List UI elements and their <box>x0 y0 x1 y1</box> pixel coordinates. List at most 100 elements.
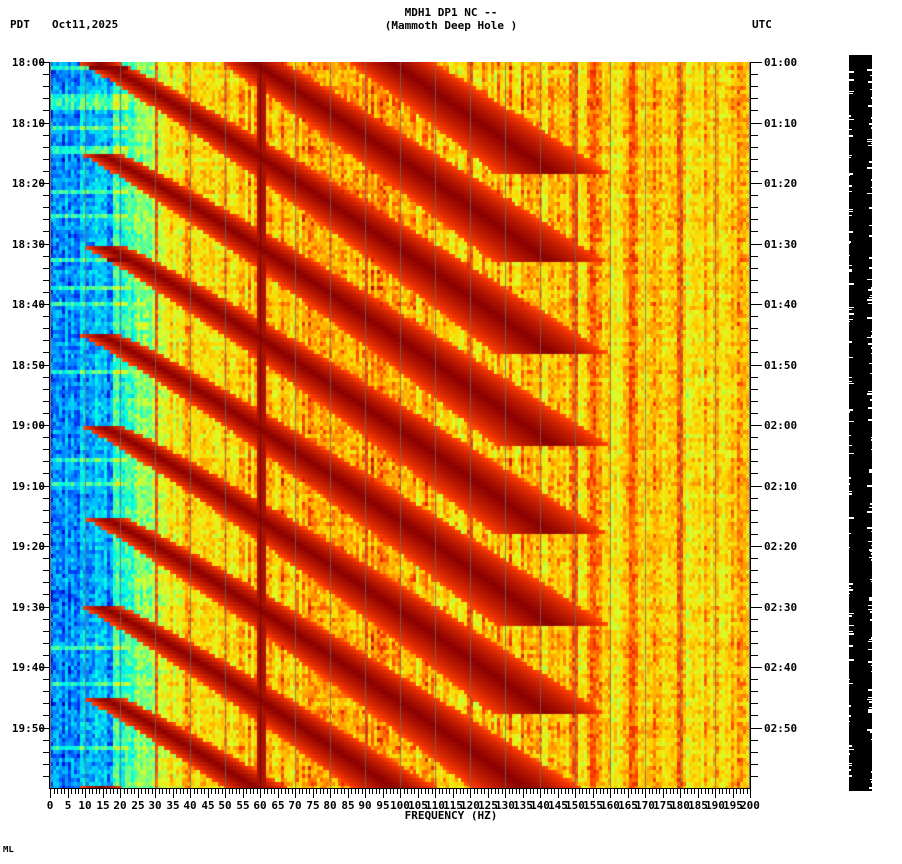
bar-notch <box>871 187 872 188</box>
bar-notch <box>869 257 872 259</box>
bar-notch <box>849 435 851 436</box>
axis-tick <box>43 328 50 329</box>
bar-notch <box>849 79 854 81</box>
axis-tick <box>432 789 433 794</box>
y-axis-left-label: 19:10 <box>11 480 45 493</box>
y-axis-left-label: 19:50 <box>11 722 45 735</box>
axis-tick <box>596 789 597 794</box>
axis-tick <box>751 401 758 402</box>
axis-tick <box>43 643 50 644</box>
bar-notch <box>849 483 850 485</box>
x-axis-tick-label: 120 <box>460 799 480 812</box>
axis-tick <box>43 135 50 136</box>
bar-notch <box>869 557 872 558</box>
x-axis-tick-label: 90 <box>358 799 372 812</box>
bar-notch <box>849 421 854 422</box>
axis-tick <box>264 789 265 794</box>
axis-tick <box>474 789 475 794</box>
axis-tick <box>222 789 223 794</box>
bar-notch <box>849 175 850 176</box>
x-axis-tick-label: 125 <box>478 799 498 812</box>
bar-notch <box>849 173 853 175</box>
axis-tick <box>358 789 359 794</box>
axis-tick <box>43 776 50 777</box>
axis-tick <box>751 740 758 741</box>
bar-notch <box>867 299 872 301</box>
axis-tick <box>544 789 545 794</box>
y-axis-right-label: 01:40 <box>764 298 798 311</box>
bar-notch <box>868 303 872 304</box>
bar-notch <box>849 309 852 310</box>
axis-tick <box>645 789 646 798</box>
axis-tick <box>306 789 307 794</box>
axis-tick <box>43 582 50 583</box>
axis-tick <box>43 171 50 172</box>
axis-tick <box>194 789 195 794</box>
axis-tick <box>751 631 758 632</box>
bar-notch <box>871 287 872 289</box>
axis-tick <box>141 789 142 794</box>
bar-notch <box>849 765 852 766</box>
axis-tick <box>138 789 139 798</box>
x-axis-tick-label: 75 <box>306 799 320 812</box>
axis-tick <box>250 789 251 794</box>
axis-tick <box>372 789 373 794</box>
axis-tick <box>751 377 758 378</box>
axis-tick <box>43 594 50 595</box>
bar-notch <box>849 517 854 519</box>
bar-notch <box>871 335 872 337</box>
axis-tick <box>39 546 50 547</box>
axis-tick <box>751 667 762 668</box>
timezone-right-label: UTC <box>752 18 772 31</box>
bar-notch <box>849 633 854 635</box>
bar-notch <box>870 611 872 613</box>
axis-tick <box>418 789 419 798</box>
axis-tick <box>751 183 762 184</box>
y-axis-right <box>750 62 751 789</box>
bar-notch <box>849 313 854 315</box>
axis-tick <box>751 715 758 716</box>
bar-notch <box>849 341 852 343</box>
axis-tick <box>751 582 758 583</box>
axis-tick <box>519 789 520 794</box>
x-axis-tick-label: 115 <box>443 799 463 812</box>
axis-tick <box>64 789 65 794</box>
axis-tick <box>43 195 50 196</box>
axis-tick <box>197 789 198 794</box>
bar-notch <box>867 337 872 338</box>
bar-notch <box>871 559 872 561</box>
bar-notch <box>869 297 872 298</box>
axis-tick <box>568 789 569 794</box>
axis-tick <box>117 789 118 794</box>
bar-notch <box>869 599 872 601</box>
axis-tick <box>43 231 50 232</box>
axis-tick <box>751 328 758 329</box>
axis-tick <box>43 449 50 450</box>
axis-tick <box>71 789 72 794</box>
bar-notch <box>849 241 851 243</box>
spectrogram-canvas[interactable] <box>50 62 750 788</box>
axis-tick <box>39 244 50 245</box>
y-axis-right-label: 02:40 <box>764 661 798 674</box>
station-title: MDH1 DP1 NC -- <box>404 6 498 19</box>
axis-tick <box>85 789 86 798</box>
axis-tick <box>257 789 258 794</box>
x-axis-tick-label: 5 <box>64 799 72 812</box>
axis-tick <box>593 789 594 798</box>
bar-notch <box>849 93 853 94</box>
bar-notch <box>869 701 872 703</box>
axis-tick <box>183 789 184 794</box>
axis-tick <box>99 789 100 794</box>
axis-tick <box>502 789 503 794</box>
axis-tick <box>229 789 230 794</box>
bar-notch <box>869 597 872 599</box>
bar-notch <box>868 605 872 606</box>
axis-tick <box>747 789 748 794</box>
axis-tick <box>43 498 50 499</box>
bar-notch <box>849 477 851 479</box>
x-axis-tick-label: 130 <box>495 799 515 812</box>
axis-tick <box>327 789 328 794</box>
bar-notch <box>849 215 852 216</box>
spectrogram-plot[interactable] <box>50 62 750 788</box>
axis-tick <box>751 352 758 353</box>
